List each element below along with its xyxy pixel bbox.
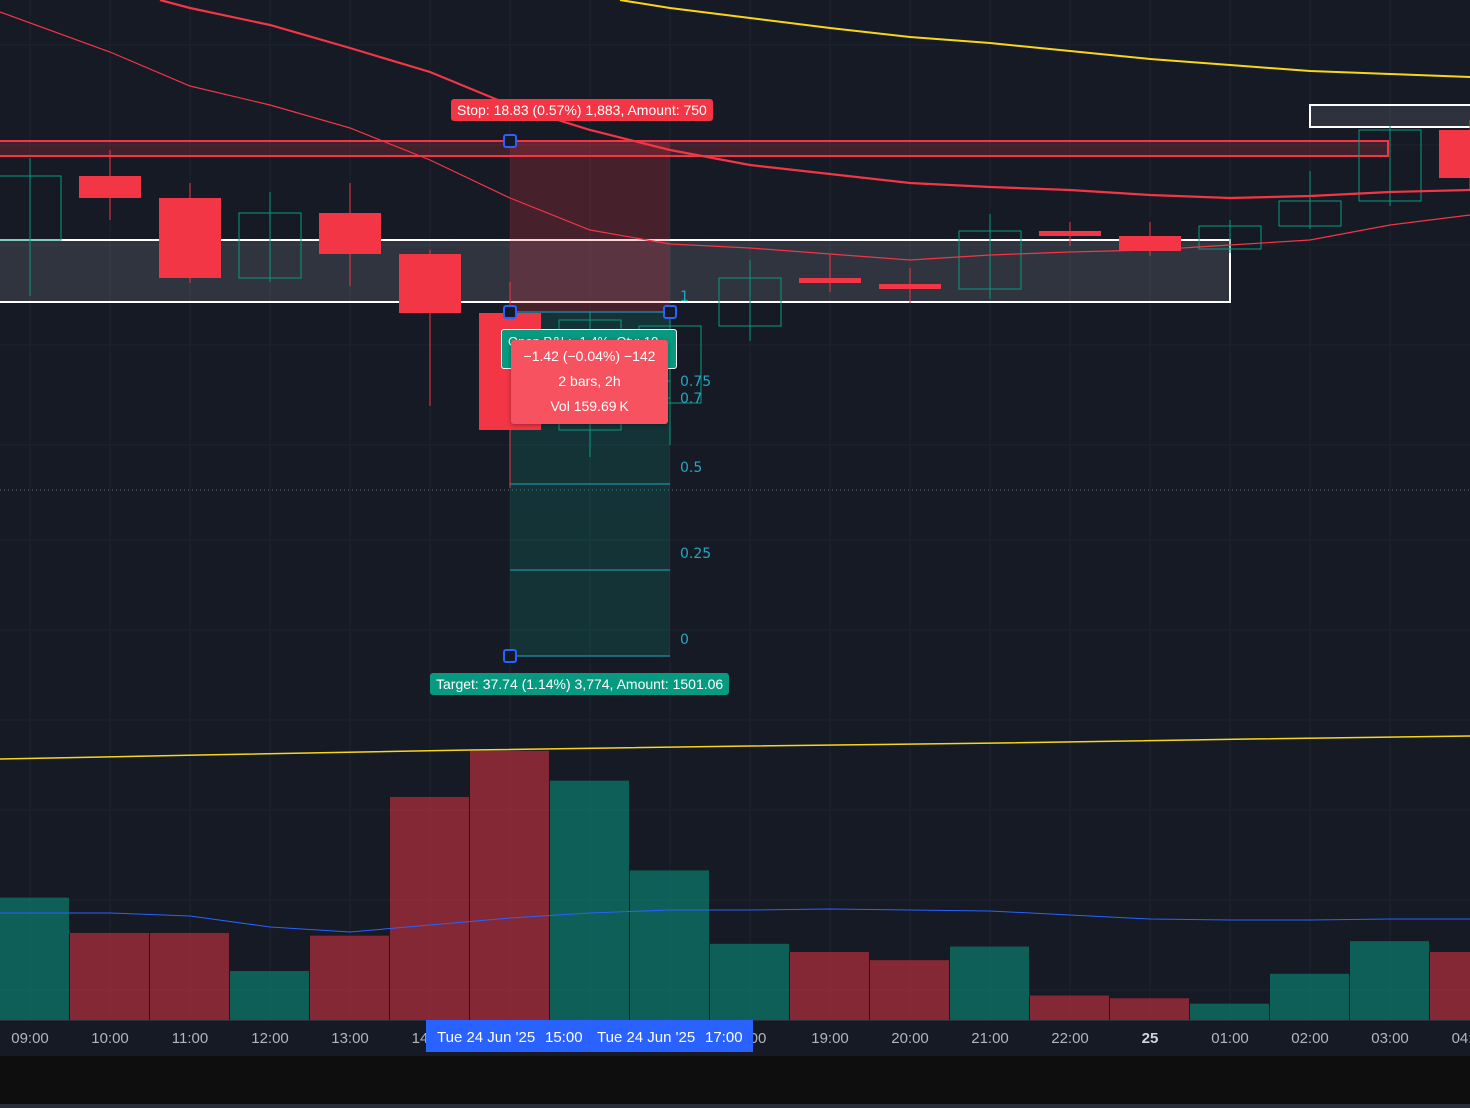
ma-red-fast <box>0 11 1470 261</box>
candle-body-down <box>79 176 141 198</box>
stop-label[interactable]: Stop: 18.83 (0.57%) 1,883, Amount: 750 <box>451 99 713 121</box>
candle-body-up <box>1358 129 1422 202</box>
volume-bar <box>1190 1003 1269 1020</box>
time-tick: 10:00 <box>91 1030 129 1047</box>
volume-bar <box>150 932 229 1020</box>
time-tick: 11:00 <box>171 1030 209 1047</box>
measure-volume: Vol 159.69 K <box>550 398 629 414</box>
time-tick: 03:00 <box>1371 1030 1409 1047</box>
candle-body-down <box>1439 130 1470 178</box>
volume-bar <box>1030 995 1109 1020</box>
fib-level-0: 0 <box>680 632 689 648</box>
candle-body-down <box>159 198 221 278</box>
volume-ma <box>0 908 1470 933</box>
volume-bar <box>630 870 709 1020</box>
drag-handle <box>503 305 517 319</box>
time-tick: 20:00 <box>891 1030 929 1047</box>
drag-handle <box>503 649 517 663</box>
candle-body-up <box>0 175 62 241</box>
candle-body-down <box>399 254 461 313</box>
measure-tooltip: −1.42 (−0.04%) −142 2 bars, 2h Vol 159.6… <box>511 340 668 424</box>
range-end-time: 17:00 <box>705 1029 743 1046</box>
drag-handle <box>503 134 517 148</box>
drag-handle <box>663 305 677 319</box>
price-chart[interactable]: Open P&L: -1.4%, Qty: 10 Stop: 18.83 (0.… <box>0 0 1470 1020</box>
candle-body-up <box>238 212 302 279</box>
supply-zone <box>0 140 1389 157</box>
time-tick: 21:00 <box>971 1030 1009 1047</box>
volume-bar <box>1110 998 1189 1020</box>
measure-bars: 2 bars, 2h <box>558 373 621 389</box>
candle-body-up <box>958 230 1022 290</box>
fib-level-07: 0.7 <box>680 391 703 407</box>
range-end-date: Tue 24 Jun '25 <box>597 1029 696 1046</box>
volume-bar <box>310 935 389 1020</box>
measure-change: −1.42 (−0.04%) −142 <box>523 348 656 364</box>
candle-body-down <box>879 284 941 289</box>
candle-body-up <box>1198 225 1262 250</box>
volume-bar <box>1430 952 1470 1020</box>
target-label[interactable]: Target: 37.74 (1.14%) 3,774, Amount: 150… <box>430 673 730 695</box>
ma-red-slow <box>159 0 1470 200</box>
time-tick: 25 <box>1141 1030 1159 1047</box>
volume-bar <box>1350 941 1429 1020</box>
time-tick: 04: <box>1451 1030 1470 1047</box>
candle-body-up <box>718 277 782 327</box>
volume-bar <box>950 946 1029 1020</box>
time-tick: 22:00 <box>1051 1030 1089 1047</box>
time-tick: 09:00 <box>11 1030 49 1047</box>
fib-level-075: 0.75 <box>680 374 712 390</box>
volume-bar <box>550 780 629 1020</box>
fib-level-025: 0.25 <box>680 546 712 562</box>
candle-body-down <box>799 278 861 283</box>
stop-zone <box>510 141 670 312</box>
volume-bar <box>870 960 949 1020</box>
volume-bar <box>470 750 549 1020</box>
candle-body-down <box>319 213 381 254</box>
zone-top-right <box>1309 104 1470 128</box>
range-start-time: 15:00 <box>545 1029 583 1046</box>
volume-bar <box>1270 973 1349 1020</box>
time-tick: 14 <box>411 1030 429 1047</box>
time-tick: 13:00 <box>331 1030 369 1047</box>
volume-bar <box>710 943 789 1020</box>
volume-bar <box>0 897 69 1020</box>
time-tick: 19:00 <box>811 1030 849 1047</box>
candle-body-up <box>1278 200 1342 227</box>
volume-bar <box>390 796 469 1020</box>
fib-level-1: 1 <box>680 289 689 305</box>
ma-yellow-top <box>619 0 1470 78</box>
time-tick: 12:00 <box>251 1030 289 1047</box>
volume-bar <box>790 952 869 1020</box>
chart-canvas[interactable] <box>0 0 1470 1020</box>
volume-bar <box>70 932 149 1020</box>
bottom-edge <box>0 1104 1470 1108</box>
ma-yellow-bottom <box>0 735 1470 760</box>
time-tick: 01:00 <box>1211 1030 1249 1047</box>
candle-body-down <box>1119 236 1181 251</box>
bottom-toolbar <box>0 1056 1470 1108</box>
time-tick: 02:00 <box>1291 1030 1329 1047</box>
volume-bar <box>230 971 309 1020</box>
range-start-date: Tue 24 Jun '25 <box>437 1029 536 1046</box>
fib-level-05: 0.5 <box>680 460 703 476</box>
time-tick: 00 <box>749 1030 767 1047</box>
candle-body-down <box>1039 231 1101 236</box>
time-range-highlight: Tue 24 Jun '25 15:00 Tue 24 Jun '25 17:0… <box>426 1020 753 1052</box>
